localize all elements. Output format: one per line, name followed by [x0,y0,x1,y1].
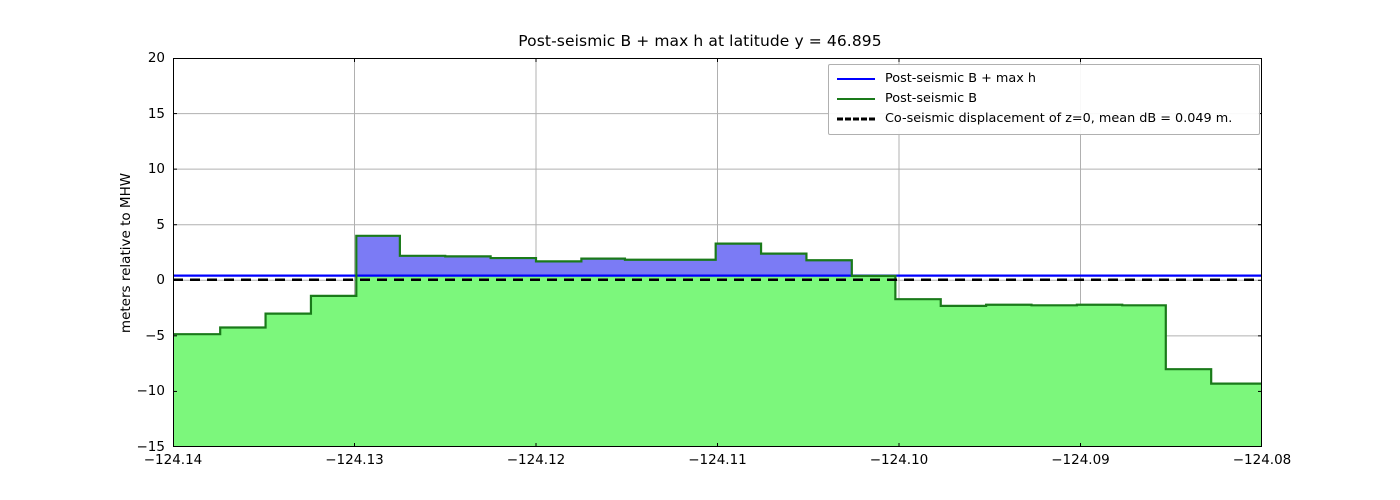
x-tick-label: −124.12 [506,452,566,468]
legend[interactable]: Post-seismic B + max h Post-seismic B Co… [828,64,1260,135]
legend-swatch-postseismic-b-plus-max-h [837,72,875,86]
legend-item[interactable]: Post-seismic B + max h [837,69,1251,89]
legend-label: Co-seismic displacement of z=0, mean dB … [885,110,1233,126]
x-tick-label: −124.10 [869,452,929,468]
y-tick-label: 15 [147,105,165,122]
x-axis-tick-labels: −124.14 −124.13 −124.12 −124.11 −124.10 −124.… [144,452,1292,476]
y-tick-label: 20 [147,50,165,66]
area-fill-below-b [173,235,1262,447]
x-tick-label: −124.14 [143,452,203,468]
legend-label: Post-seismic B + max h [885,70,1036,86]
legend-label: Post-seismic B [885,90,978,106]
legend-swatch-postseismic-b [837,92,875,106]
x-tick-label: −124.08 [1232,452,1292,468]
legend-item[interactable]: Co-seismic displacement of z=0, mean dB … [837,109,1251,129]
series-line-postseismic-b [173,234,1262,385]
axis-ticks [173,58,1262,447]
x-tick-label: −124.09 [1051,452,1110,468]
area-fill-above-b [356,235,852,276]
y-tick-label: −10 [136,383,166,400]
y-tick-label: 10 [147,161,165,178]
y-tick-label: 0 [156,272,165,289]
x-tick-label: −124.11 [688,452,747,468]
legend-item[interactable]: Post-seismic B [837,89,1251,109]
y-axis-tick-labels: −15 −10 −5 0 5 10 15 20 [113,50,166,455]
chart-title: Post-seismic B + max h at latitude y = 4… [518,32,882,50]
legend-swatch-coseismic-displacement [837,112,875,126]
y-tick-label: −5 [145,327,165,344]
x-tick-label: −124.13 [325,452,384,468]
y-tick-label: 5 [156,216,165,233]
y-tick-label: −15 [136,439,166,455]
